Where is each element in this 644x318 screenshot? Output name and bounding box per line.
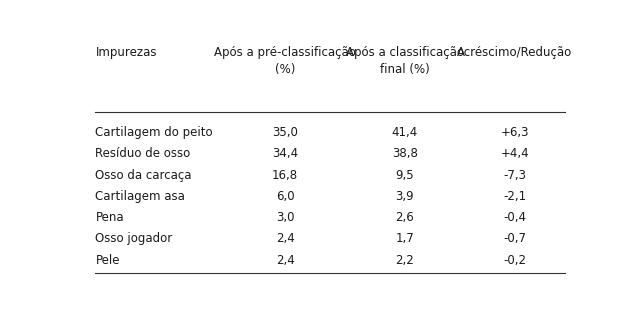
- Text: 1,7: 1,7: [395, 232, 414, 245]
- Text: Osso da carcaça: Osso da carcaça: [95, 169, 192, 182]
- Text: 2,2: 2,2: [395, 254, 414, 267]
- Text: Após a pré-classificação
(%): Após a pré-classificação (%): [214, 45, 356, 75]
- Text: 2,4: 2,4: [276, 232, 294, 245]
- Text: -0,4: -0,4: [503, 211, 526, 224]
- Text: -0,2: -0,2: [503, 254, 526, 267]
- Text: 2,4: 2,4: [276, 254, 294, 267]
- Text: -0,7: -0,7: [503, 232, 526, 245]
- Text: Resíduo de osso: Resíduo de osso: [95, 147, 191, 160]
- Text: 41,4: 41,4: [392, 126, 418, 139]
- Text: -2,1: -2,1: [503, 190, 526, 203]
- Text: Impurezas: Impurezas: [95, 45, 157, 59]
- Text: Osso jogador: Osso jogador: [95, 232, 173, 245]
- Text: 9,5: 9,5: [395, 169, 414, 182]
- Text: Acréscimo/Redução: Acréscimo/Redução: [457, 45, 573, 59]
- Text: 2,6: 2,6: [395, 211, 414, 224]
- Text: 3,0: 3,0: [276, 211, 294, 224]
- Text: 35,0: 35,0: [272, 126, 298, 139]
- Text: 34,4: 34,4: [272, 147, 298, 160]
- Text: 6,0: 6,0: [276, 190, 294, 203]
- Text: 38,8: 38,8: [392, 147, 418, 160]
- Text: -7,3: -7,3: [503, 169, 526, 182]
- Text: +6,3: +6,3: [500, 126, 529, 139]
- Text: 3,9: 3,9: [395, 190, 414, 203]
- Text: 16,8: 16,8: [272, 169, 298, 182]
- Text: Cartilagem asa: Cartilagem asa: [95, 190, 185, 203]
- Text: Após a classificação
final (%): Após a classificação final (%): [346, 45, 464, 75]
- Text: Pele: Pele: [95, 254, 120, 267]
- Text: Cartilagem do peito: Cartilagem do peito: [95, 126, 213, 139]
- Text: +4,4: +4,4: [500, 147, 529, 160]
- Text: Pena: Pena: [95, 211, 124, 224]
